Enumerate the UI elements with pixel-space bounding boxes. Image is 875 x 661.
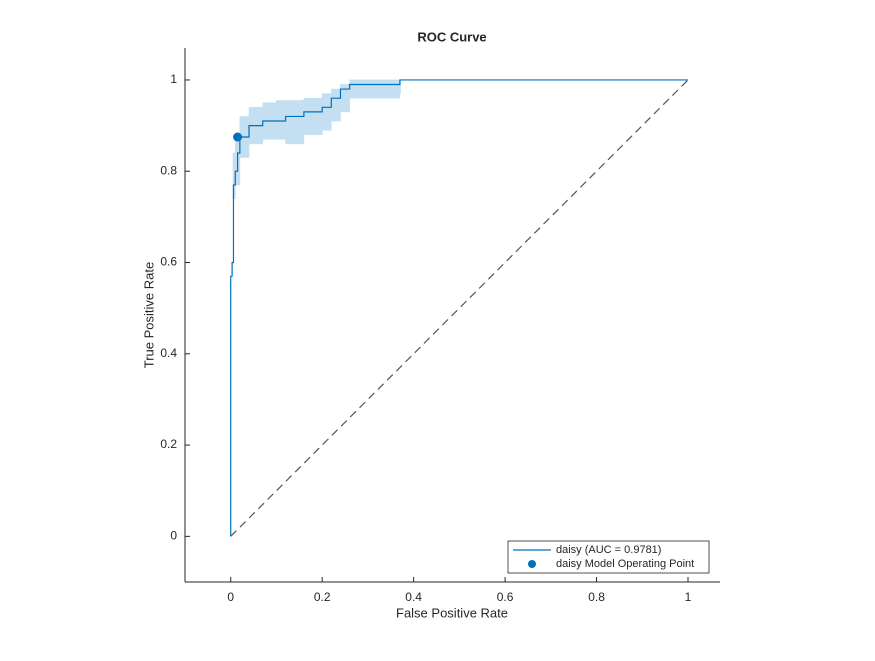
confidence-band bbox=[331, 88, 341, 122]
confidence-band bbox=[349, 79, 401, 99]
confidence-band bbox=[285, 100, 305, 145]
y-tick-label: 0.6 bbox=[160, 255, 177, 269]
roc-curve bbox=[230, 79, 688, 537]
legend-marker bbox=[528, 560, 536, 568]
legend-label: daisy (AUC = 0.9781) bbox=[556, 544, 661, 556]
x-tick-label: 1 bbox=[685, 590, 692, 604]
confidence-band bbox=[303, 97, 323, 136]
legend-label: daisy Model Operating Point bbox=[556, 558, 694, 570]
confidence-band bbox=[321, 93, 332, 131]
x-tick-label: 0.6 bbox=[497, 590, 514, 604]
x-tick-label: 0 bbox=[227, 590, 234, 604]
diagonal-line bbox=[230, 79, 689, 537]
y-tick-label: 0.2 bbox=[160, 437, 177, 451]
x-tick-label: 0.4 bbox=[405, 590, 422, 604]
legend-box bbox=[507, 540, 710, 574]
y-tick-label: 0 bbox=[170, 529, 177, 543]
y-tick-label: 0.4 bbox=[160, 346, 177, 360]
y-tick-label: 0.8 bbox=[160, 163, 177, 177]
chart-title: ROC Curve bbox=[417, 29, 486, 44]
x-axis-label: False Positive Rate bbox=[396, 605, 508, 620]
x-tick-label: 0.2 bbox=[314, 590, 331, 604]
y-tick-label: 1 bbox=[170, 72, 177, 86]
y-axis-label: True Positive Rate bbox=[141, 262, 156, 368]
operating-point bbox=[233, 132, 243, 142]
x-tick-label: 0.8 bbox=[588, 590, 605, 604]
confidence-band bbox=[276, 100, 286, 140]
